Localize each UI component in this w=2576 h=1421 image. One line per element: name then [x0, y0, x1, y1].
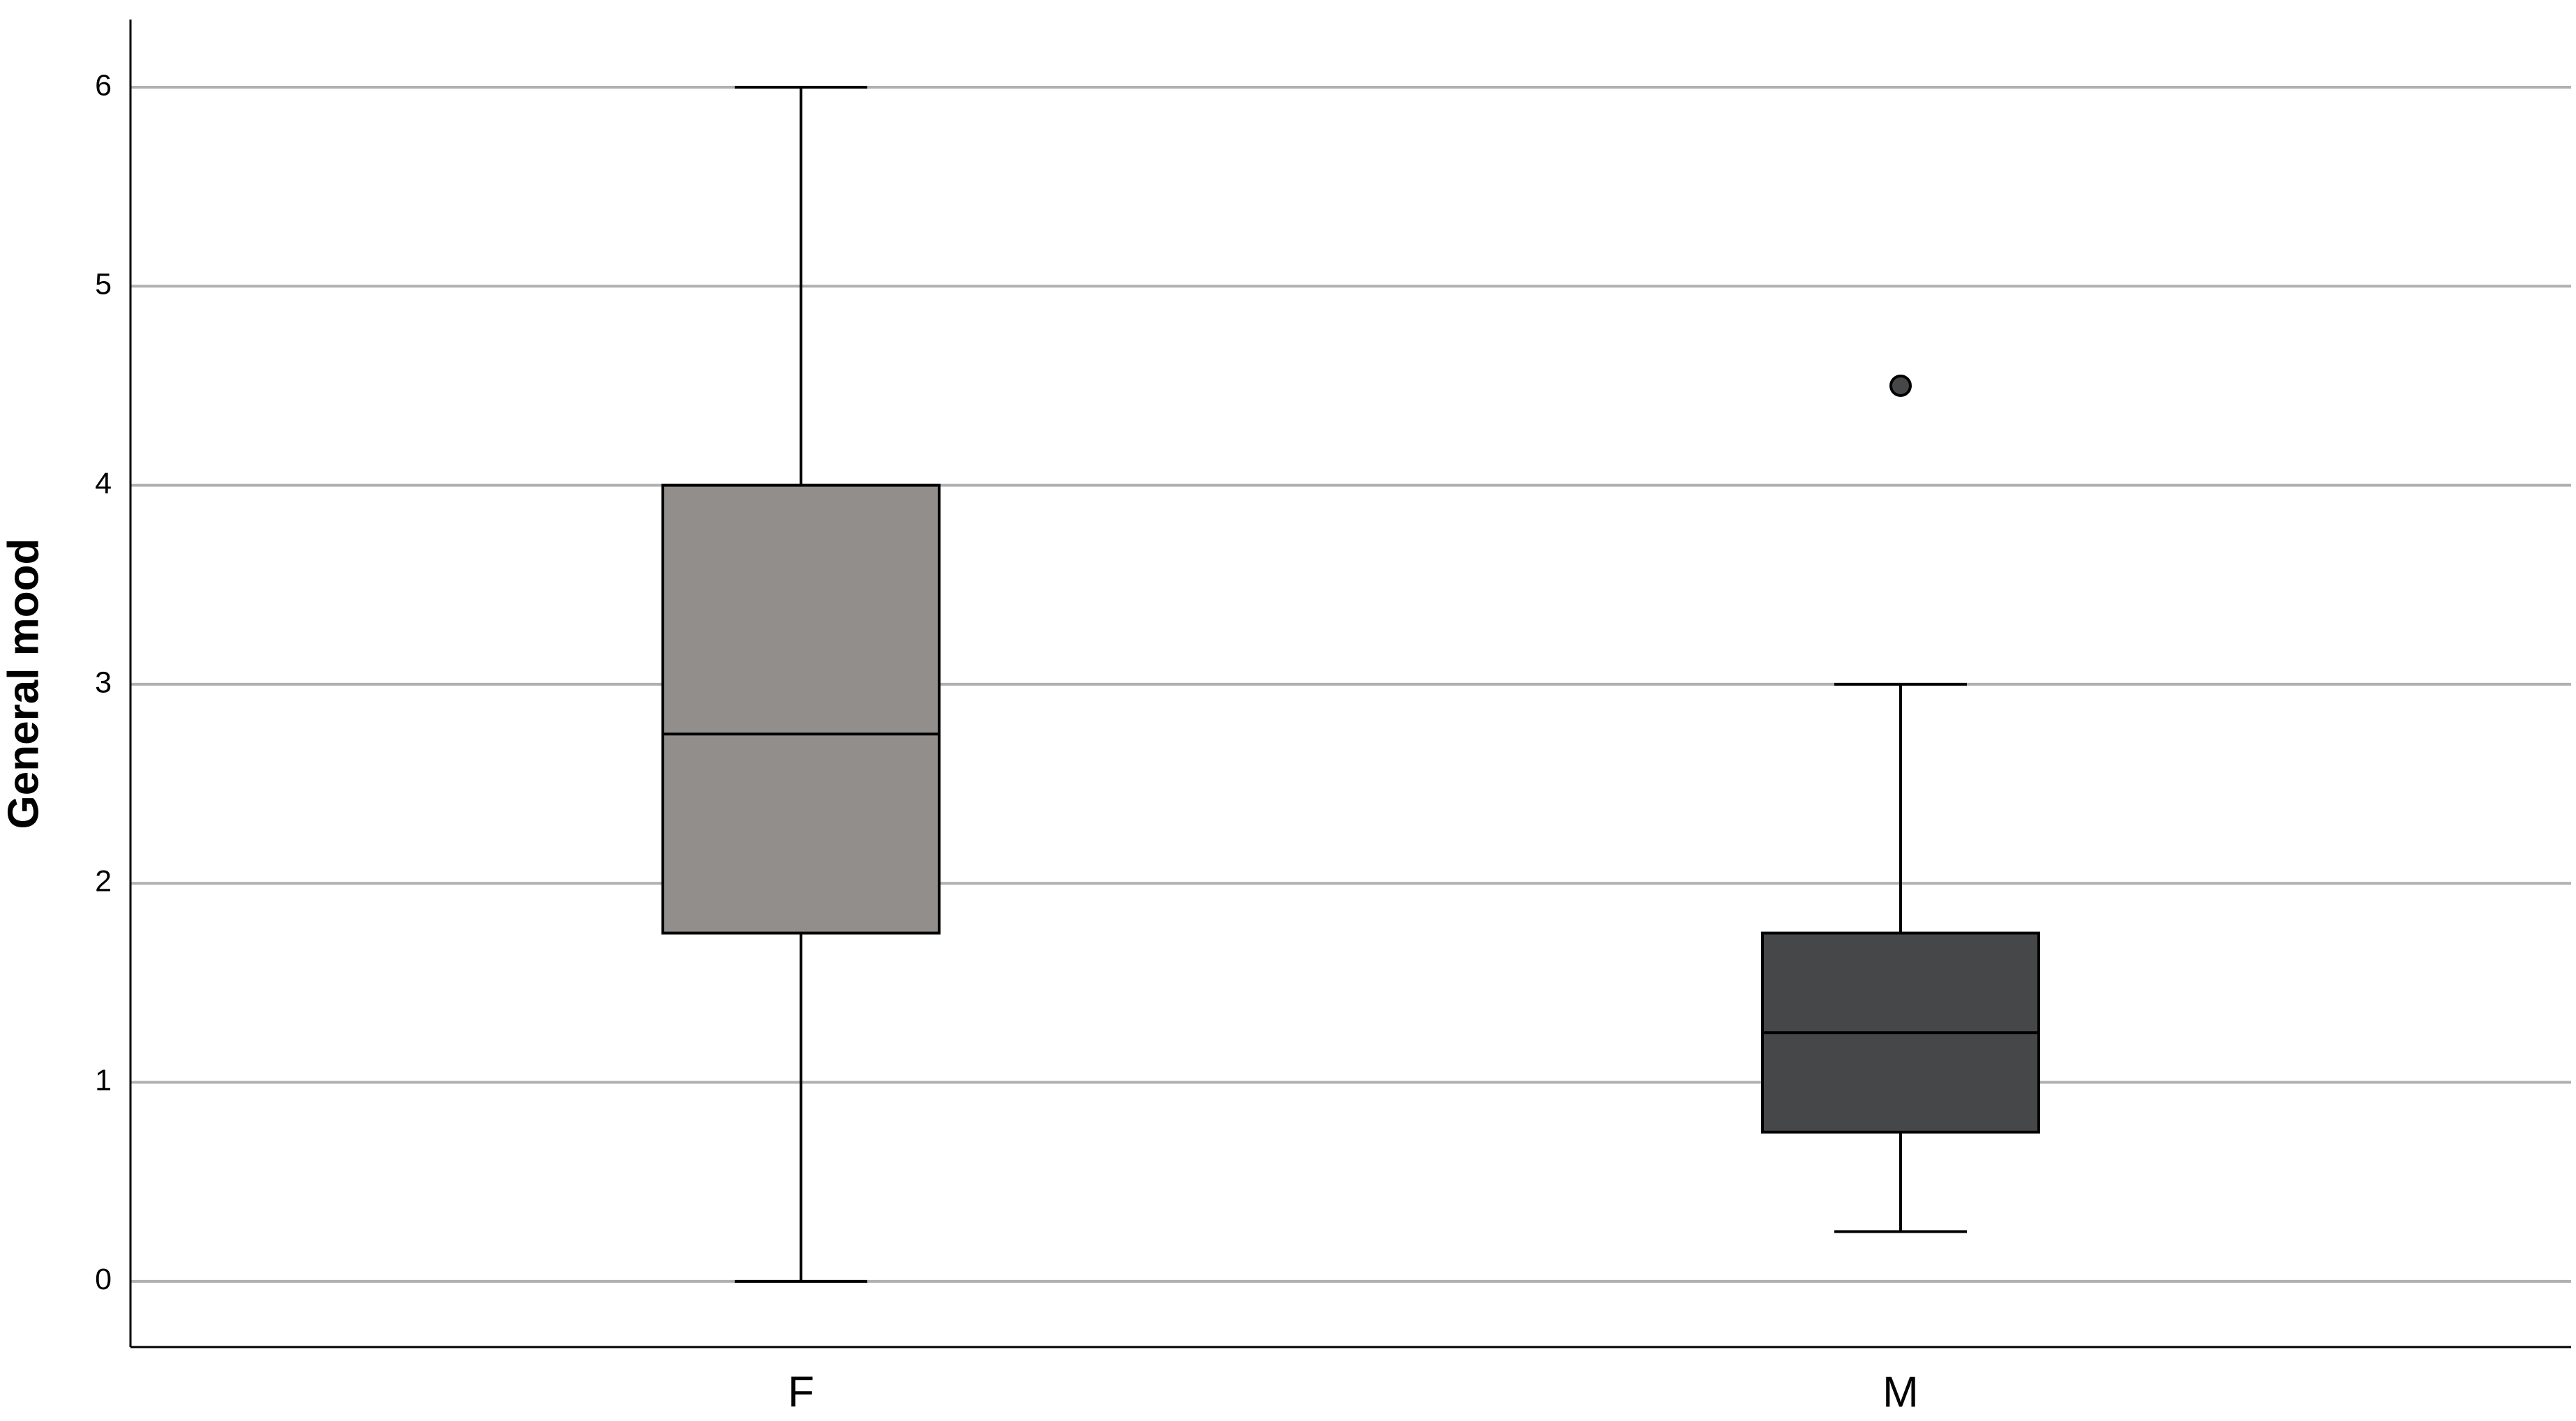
x-tick-label: M — [1882, 1368, 1919, 1416]
box — [661, 483, 941, 935]
y-tick-label: 5 — [95, 268, 112, 301]
y-tick-label: 2 — [95, 865, 112, 899]
outlier — [1889, 374, 1912, 397]
y-tick-label: 3 — [95, 666, 112, 699]
y-tick-label: 1 — [95, 1064, 112, 1097]
y-axis-label: General mood — [0, 539, 47, 829]
y-tick-label: 6 — [95, 68, 112, 102]
y-tick-label: 0 — [95, 1263, 112, 1296]
y-tick-label: 4 — [95, 467, 112, 500]
x-tick-label: F — [788, 1368, 814, 1416]
